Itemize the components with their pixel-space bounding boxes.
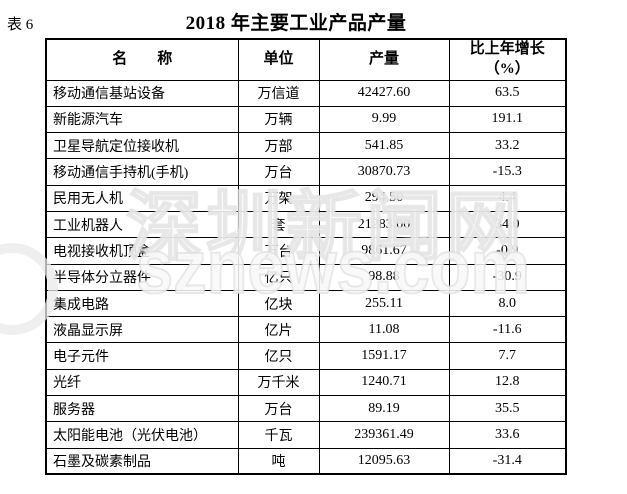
column-header-name-label: 名 称 [112, 51, 173, 67]
table-row: 服务器 万台 89.19 35.5 [45, 395, 567, 423]
page-title: 2018 年主要工业产品产量 [185, 13, 407, 34]
cell-output: 541.85 [318, 132, 450, 160]
cell-unit: 亿只 [237, 342, 320, 370]
table-row: 太阳能电池（光伏电池） 千瓦 239361.49 33.6 [45, 421, 567, 449]
cell-output: 12095.63 [318, 447, 450, 475]
cell-growth: 33.6 [448, 421, 567, 449]
table-row: 移动通信基站设备 万信道 42427.60 63.5 [45, 79, 567, 107]
cell-name: 太阳能电池（光伏电池） [45, 421, 239, 449]
cell-unit: 套 [237, 210, 320, 239]
cell-growth: -31.4 [448, 447, 567, 475]
cell-name: 石墨及碳素制品 [45, 447, 239, 475]
cell-growth: 63.5 [448, 79, 567, 107]
cell-name: 光纤 [45, 368, 239, 397]
cell-name: 新能源汽车 [45, 105, 239, 134]
industrial-products-table: 名 称 单位 产量 比上年增长 （%） 移动通信基站设备 万信道 42427.60 6… [45, 38, 567, 476]
cell-unit: 万架 [237, 184, 320, 212]
cell-name: 移动通信基站设备 [45, 79, 239, 107]
cell-unit: 万台 [237, 237, 320, 265]
cell-growth: 191.1 [448, 105, 567, 134]
table-body: 移动通信基站设备 万信道 42427.60 63.5 新能源汽车 万辆 9.99 191.1 卫… [45, 79, 567, 475]
table-row: 电视接收机顶盒 万台 9861.67 -0.9 [45, 237, 567, 265]
cell-name: 民用无人机 [45, 184, 239, 212]
cell-name: 半导体分立器件 [45, 263, 239, 291]
cell-unit: 万千米 [237, 368, 320, 397]
cell-output: 1591.17 [318, 342, 450, 370]
cell-growth: -30.9 [448, 263, 567, 291]
cell-output: 89.19 [318, 395, 450, 423]
cell-name: 集成电路 [45, 289, 239, 318]
table-row: 半导体分立器件 亿只 98.88 -30.9 [45, 263, 567, 291]
cell-unit: 万台 [237, 158, 320, 186]
cell-unit: 亿只 [237, 263, 320, 291]
column-header-output: 产量 [318, 38, 450, 81]
cell-name: 服务器 [45, 395, 239, 423]
cell-unit: 亿片 [237, 316, 320, 344]
column-header-output-label: 产量 [368, 51, 399, 67]
cell-name: 液晶显示屏 [45, 316, 239, 344]
table-row: 石墨及碳素制品吨 12095.63 -31.4 [45, 447, 567, 475]
cell-output: 21283.00 [318, 210, 450, 239]
cell-growth: 35.5 [448, 395, 567, 423]
table-row: 工业机器人套 21283.00 34.0 [45, 210, 567, 239]
table-number-label: 表 6 [7, 17, 34, 33]
cell-unit: 万部 [237, 132, 320, 160]
cell-output: 98.88 [318, 263, 450, 291]
column-header-unit: 单位 [237, 38, 320, 81]
cell-growth: 34.0 [448, 210, 567, 239]
table-row: 民用无人机 万架 294.50 4.4 [45, 184, 567, 212]
cell-unit: 万辆 [237, 105, 320, 134]
cell-growth: -0.9 [448, 237, 567, 265]
cell-name: 电子元件 [45, 342, 239, 370]
table-row: 新能源汽车 万辆 9.99 191.1 [45, 105, 567, 134]
cell-name: 移动通信手持机(手机) [45, 158, 239, 186]
cell-name: 电视接收机顶盒 [45, 237, 239, 265]
table-row: 液晶显示屏 亿片 11.08 -11.6 [45, 316, 567, 344]
cell-output: 9.99 [318, 105, 450, 134]
cell-unit: 万信道 [237, 79, 320, 107]
cell-output: 1240.71 [318, 368, 450, 397]
column-header-growth: 比上年增长 （%） [448, 38, 567, 81]
cell-growth: -15.3 [448, 158, 567, 186]
cell-output: 9861.67 [318, 237, 450, 265]
column-header-name: 名 称 [45, 38, 239, 81]
column-header-growth-line1: 比上年增长 [469, 41, 545, 58]
table-row: 卫星导航定位接收机 万部 541.85 33.2 [45, 132, 567, 160]
cell-growth: 7.7 [448, 342, 567, 370]
table-row: 集成电路 亿块 255.11 8.0 [45, 289, 567, 318]
cell-output: 30870.73 [318, 158, 450, 186]
cell-name: 卫星导航定位接收机 [45, 132, 239, 160]
column-header-growth-line2: （%） [484, 60, 530, 77]
cell-output: 42427.60 [318, 79, 450, 107]
table-row: 移动通信手持机(手机) 万台 30870.73 -15.3 [45, 158, 567, 186]
column-header-unit-label: 单位 [263, 51, 294, 67]
table-row: 光纤 万千米 1240.71 12.8 [45, 368, 567, 397]
cell-growth: -11.6 [448, 316, 567, 344]
cell-output: 294.50 [318, 184, 450, 212]
table-row: 电子元件 亿只 1591.17 7.7 [45, 342, 567, 370]
cell-unit: 千瓦 [237, 421, 320, 449]
cell-growth: 33.2 [448, 132, 567, 160]
header-row: 名 称 单位 产量 比上年增长 （%） [45, 38, 567, 81]
cell-name: 工业机器人 [45, 210, 239, 239]
cell-output: 255.11 [318, 289, 450, 318]
cell-output: 239361.49 [318, 421, 450, 449]
cell-unit: 万台 [237, 395, 320, 423]
cell-unit: 吨 [237, 447, 320, 475]
cell-growth: 8.0 [448, 289, 567, 318]
cell-unit: 亿块 [237, 289, 320, 318]
cell-growth: 4.4 [448, 184, 567, 212]
cell-output: 11.08 [318, 316, 450, 344]
cell-growth: 12.8 [448, 368, 567, 397]
